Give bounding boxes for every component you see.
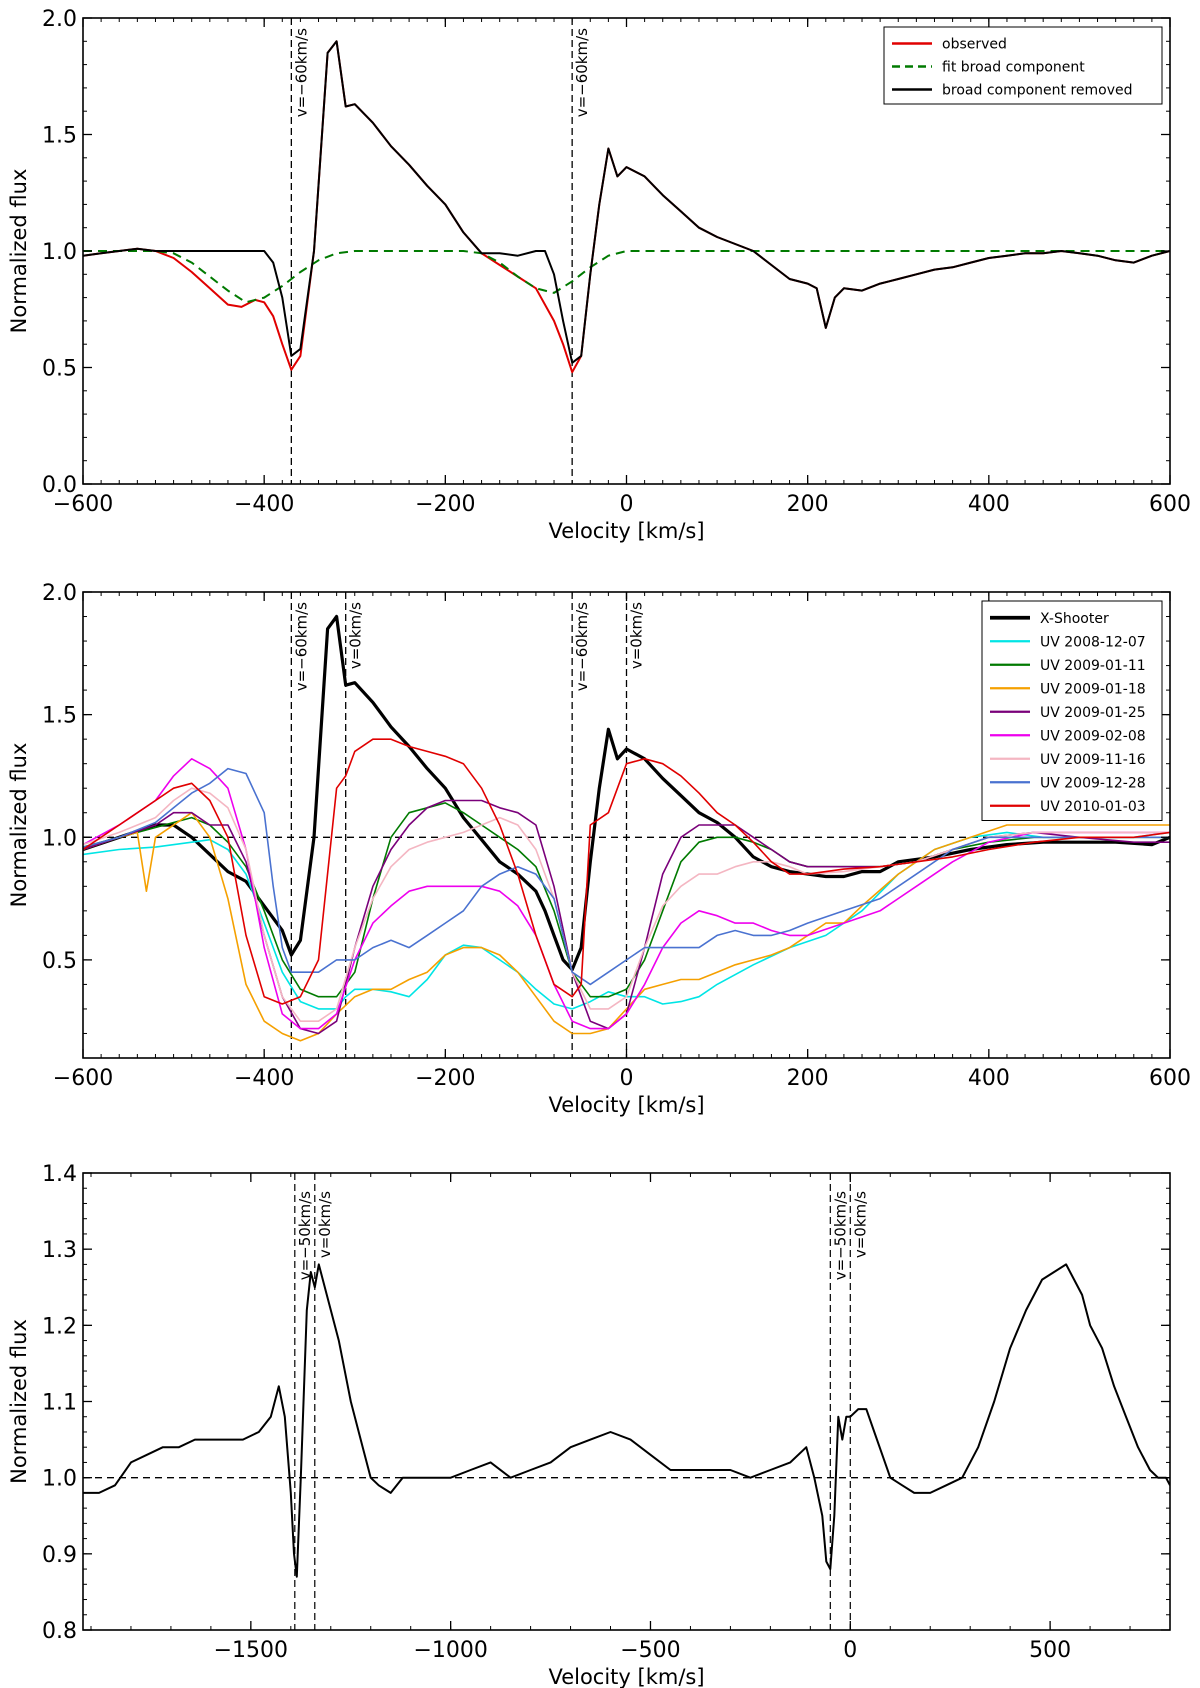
y-tick-label: 0.9 (42, 1543, 77, 1568)
legend-label-0: X-Shooter (1040, 611, 1109, 627)
velocity-marker-label: v=−50km/s (296, 1191, 314, 1280)
y-tick-label: 0.0 (42, 473, 77, 498)
series-line-6 (83, 787, 1170, 1023)
x-axis-label: Velocity [km/s] (548, 1093, 704, 1117)
series-line-3 (83, 811, 1170, 1042)
y-tick-label: 1.1 (42, 1391, 77, 1416)
x-tick-label: 400 (968, 492, 1010, 517)
y-tick-label: 0.8 (42, 1619, 77, 1644)
y-tick-label: 1.0 (42, 240, 77, 265)
velocity-marker-label: v=0km/s (347, 602, 365, 669)
series-line-0 (83, 614, 1170, 972)
panel-middle: v=−60km/s v=0km/s v=−60km/s v=0km/s −600 −400… (7, 581, 1191, 1117)
x-tick-label: 0 (620, 492, 634, 517)
x-tick-label: −200 (415, 492, 475, 517)
y-tick-label: 2.0 (42, 7, 77, 32)
y-tick-label: 1.4 (42, 1162, 77, 1187)
legend-label-5: UV 2009-02-08 (1040, 728, 1146, 744)
legend-label-2: UV 2009-01-11 (1040, 658, 1146, 674)
x-tick-label: −500 (620, 1638, 680, 1663)
x-tick-label: −600 (53, 492, 113, 517)
x-tick-label: 400 (968, 1066, 1010, 1091)
x-tick-label: 600 (1149, 1066, 1191, 1091)
velocity-marker-label: v=−50km/s (831, 1191, 849, 1280)
x-tick-label: −1500 (214, 1638, 288, 1663)
y-tick-label: 1.3 (42, 1238, 77, 1263)
y-tick-label: 2.0 (42, 581, 77, 606)
y-tick-label: 1.2 (42, 1314, 77, 1339)
y-tick-label: 1.5 (42, 704, 77, 729)
series-group (83, 1263, 1170, 1578)
x-tick-label: −1000 (413, 1638, 487, 1663)
x-tick-label: 200 (787, 1066, 829, 1091)
series-group (83, 40, 1170, 374)
x-axis-label: Velocity [km/s] (548, 1665, 704, 1688)
legend-label-2: broad component removed (942, 83, 1133, 99)
panel-bottom: v=−50km/s v=0km/s v=−50km/s v=0km/s−1500 −10… (7, 1162, 1171, 1688)
y-axis-label: Normalized flux (7, 1319, 31, 1484)
series-line-7 (83, 767, 1170, 986)
velocity-marker-label: v=−60km/s (292, 602, 310, 691)
y-tick-label: 0.5 (42, 357, 77, 382)
legend-label-4: UV 2009-01-25 (1040, 705, 1146, 721)
velocity-marker-label: v=0km/s (851, 1191, 869, 1258)
series-group (83, 614, 1170, 1042)
legend: X-Shooter UV 2008-12-07 UV 2009-01-11 UV 20… (981, 600, 1163, 821)
y-tick-label: 1.0 (42, 1467, 77, 1492)
panel-top: v=−60km/s v=−60km/s −600 −400 −200 0 200 400 600… (7, 7, 1191, 543)
velocity-marker-label: v=−60km/s (573, 28, 591, 117)
series-line-1 (83, 831, 1170, 1010)
legend-label-7: UV 2009-12-28 (1040, 775, 1146, 791)
x-tick-label: 0 (620, 1066, 634, 1091)
legend-box (883, 26, 1163, 105)
y-tick-label: 0.5 (42, 949, 77, 974)
y-axis-label: Normalized flux (7, 743, 31, 908)
y-tick-label: 1.0 (42, 826, 77, 851)
x-axis-label: Velocity [km/s] (548, 519, 704, 543)
series-line-8 (83, 738, 1170, 1005)
legend-label-1: UV 2008-12-07 (1040, 634, 1146, 650)
x-tick-label: 200 (787, 492, 829, 517)
velocity-marker-label: v=0km/s (628, 602, 646, 669)
x-tick-label: −400 (234, 492, 294, 517)
x-tick-label: 500 (1029, 1638, 1071, 1663)
x-tick-label: −400 (234, 1066, 294, 1091)
legend-label-8: UV 2010-01-03 (1040, 799, 1146, 815)
x-tick-label: 0 (843, 1638, 857, 1663)
velocity-marker-label: v=0km/s (316, 1191, 334, 1258)
plot-frame (82, 1172, 1171, 1631)
legend-label-6: UV 2009-11-16 (1040, 752, 1146, 768)
x-tick-label: −600 (53, 1066, 113, 1091)
y-axis-label: Normalized flux (7, 169, 31, 334)
x-tick-label: −200 (415, 1066, 475, 1091)
legend-label-1: fit broad component (942, 60, 1085, 76)
series-line-2 (83, 40, 1170, 364)
velocity-marker-label: v=−60km/s (292, 28, 310, 117)
x-tick-label: 600 (1149, 492, 1191, 517)
y-tick-label: 1.5 (42, 124, 77, 149)
series-line-1 (83, 250, 1170, 304)
series-line-0 (83, 1263, 1170, 1578)
legend-label-3: UV 2009-01-18 (1040, 681, 1146, 697)
legend-label-0: observed (942, 37, 1007, 53)
velocity-marker-label: v=−60km/s (573, 602, 591, 691)
legend: observed fit broad component broad compone… (883, 26, 1163, 105)
